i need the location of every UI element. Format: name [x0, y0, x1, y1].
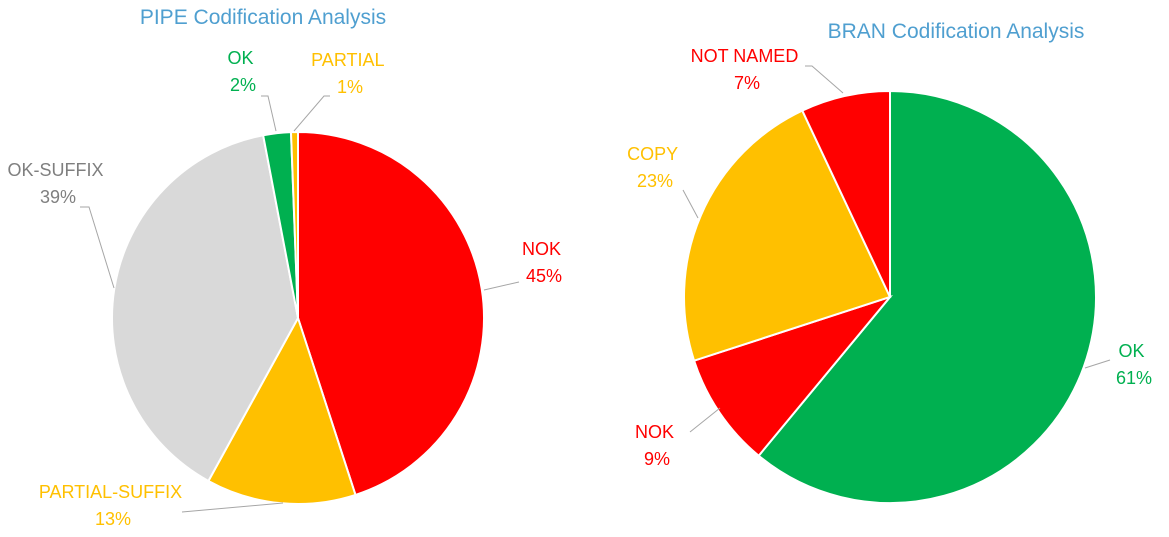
bran-label-not-named: NOT NAMED 7%	[691, 46, 804, 93]
pipe-slices	[111, 130, 486, 505]
bran-slice-not-named	[800, 89, 891, 298]
pipe-slice-ok-suffix	[111, 134, 300, 483]
pipe-label-partial-suffix: PARTIAL-SUFFIX 13%	[39, 482, 187, 529]
pipe-slice-nok	[297, 130, 486, 497]
pipe-leader-partial	[293, 95, 330, 132]
pipe-leader-lines	[80, 95, 520, 513]
bran-leader-not-named	[805, 65, 844, 94]
bran-chart-title: BRAN Codification Analysis	[828, 20, 1085, 43]
bran-label-nok: NOK 9%	[635, 422, 679, 469]
bran-slice-nok	[692, 294, 893, 458]
pipe-leader-ok-suffix	[80, 206, 115, 289]
pipe-slice-partial	[289, 130, 299, 319]
bran-slices	[683, 89, 1097, 504]
pipe-leader-partial-suffix	[181, 502, 284, 513]
pipe-label-nok: NOK 45%	[522, 239, 566, 286]
pipe-pie-chart: PIPE Codification Analysis NOK 45% PARTI…	[7, 6, 566, 529]
bran-label-ok: OK 61%	[1116, 341, 1152, 388]
bran-slice-labels: OK 61% NOK 9% COPY 23% NOT NAMED 7%	[627, 46, 1152, 469]
bran-leader-ok	[1084, 359, 1111, 369]
bran-label-copy: COPY 23%	[627, 144, 683, 191]
pipe-leader-ok	[261, 95, 277, 132]
bran-pie-chart: BRAN Codification Analysis OK 61% NOK 9%…	[627, 20, 1152, 504]
pipe-slice-labels: NOK 45% PARTIAL-SUFFIX 13% OK-SUFFIX 39%…	[7, 48, 566, 529]
bran-leader-nok	[689, 407, 721, 433]
pipe-label-partial: PARTIAL 1%	[311, 50, 389, 97]
pipe-label-ok: OK 2%	[227, 48, 258, 95]
bran-leader-lines	[682, 65, 1111, 433]
pipe-chart-title: PIPE Codification Analysis	[140, 6, 386, 29]
bran-leader-copy	[682, 189, 699, 219]
bran-slice-ok	[757, 89, 1097, 504]
pipe-leader-nok	[483, 281, 520, 291]
pipe-label-ok-suffix: OK-SUFFIX 39%	[7, 160, 108, 207]
bran-slice-copy	[683, 109, 892, 362]
